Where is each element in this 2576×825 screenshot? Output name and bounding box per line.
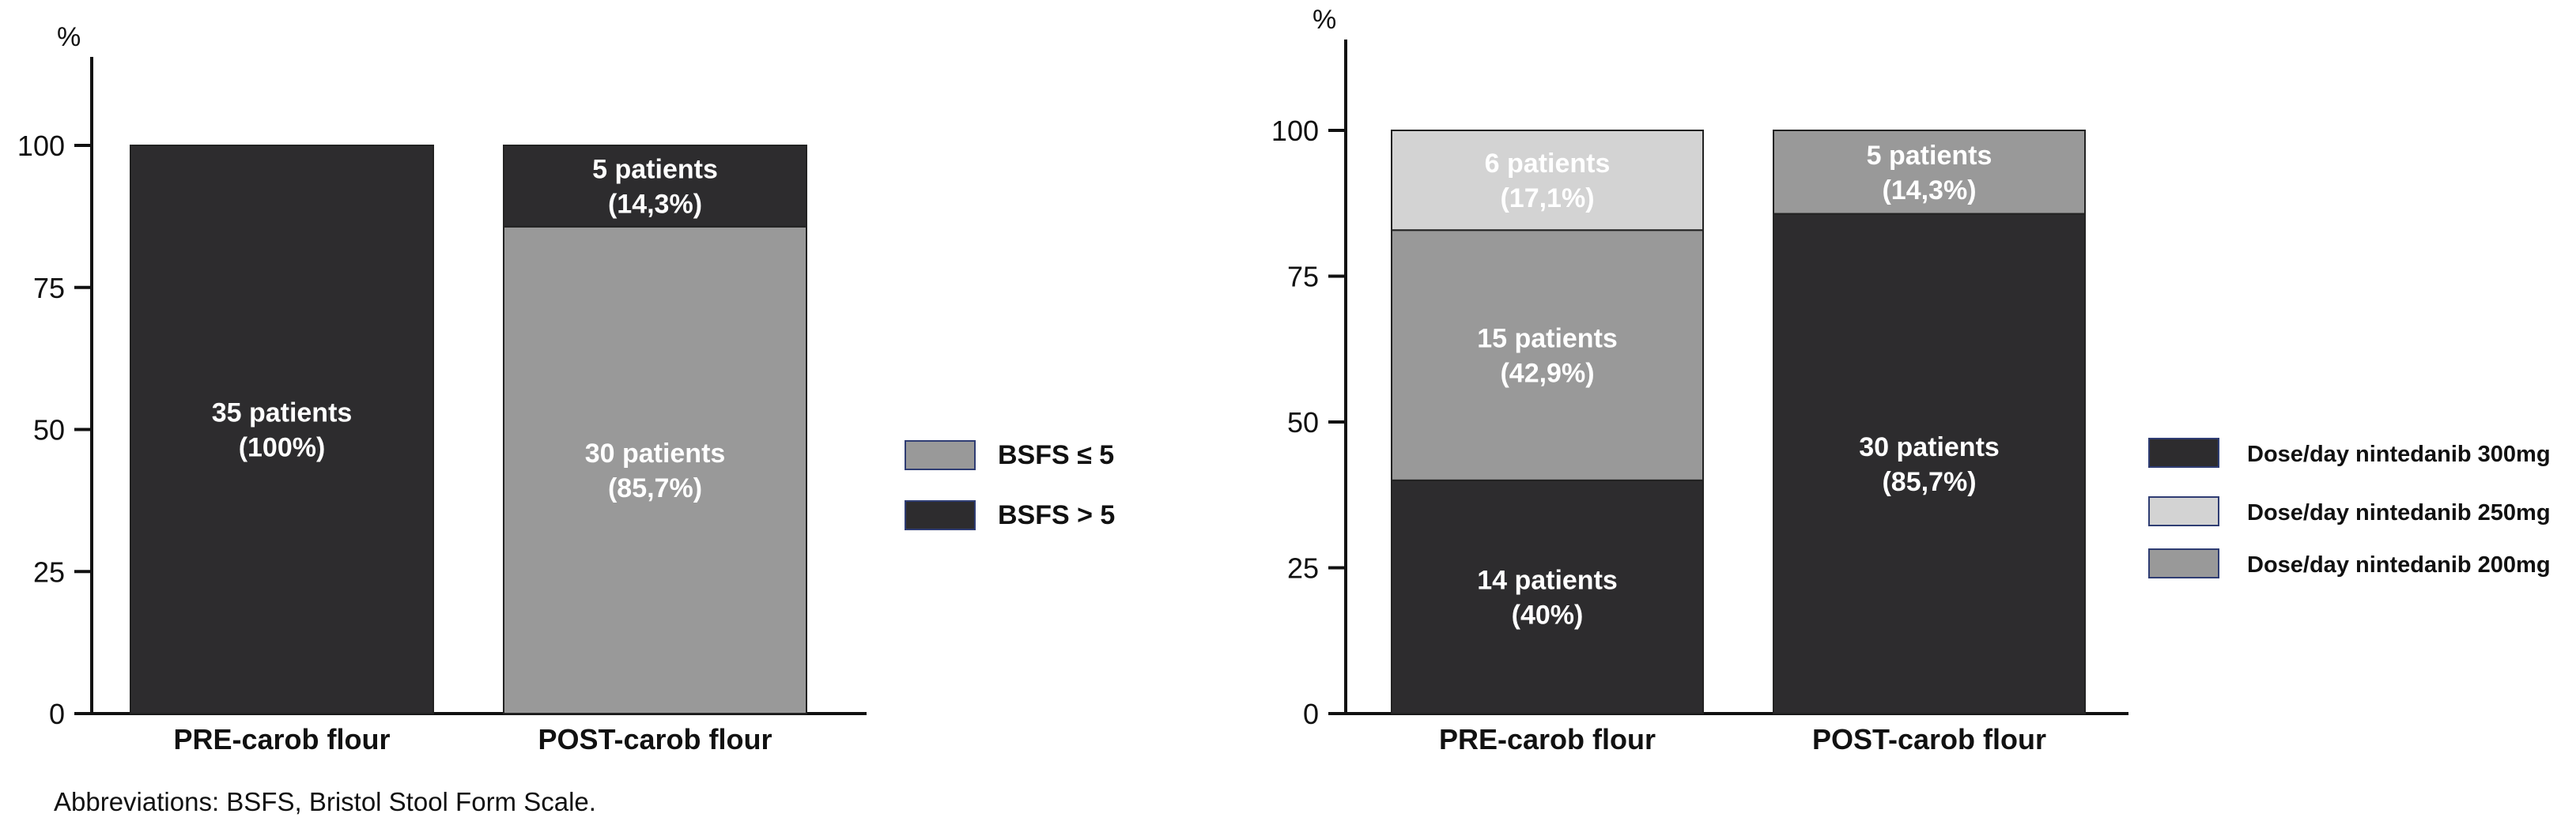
legend-label: BSFS > 5 <box>998 500 1115 530</box>
bar-segment <box>1773 130 2086 215</box>
data-label: 35 patients <box>212 398 353 428</box>
bar-segment <box>1773 213 2086 714</box>
data-label: 30 patients <box>1859 432 2000 462</box>
legend-label: BSFS ≤ 5 <box>998 440 1114 470</box>
data-label: 30 patients <box>585 439 726 469</box>
data-label: (85,7%) <box>1882 467 1976 497</box>
category-label: POST-carob flour <box>1812 723 2046 755</box>
category-label: POST-carob flour <box>538 723 772 755</box>
y-tick-label: 50 <box>1287 406 1319 439</box>
data-label: 14 patients <box>1477 565 1618 595</box>
data-label: (17,1%) <box>1500 183 1594 213</box>
data-label: (40%) <box>1512 600 1584 630</box>
data-label: (14,3%) <box>1882 175 1976 205</box>
y-tick-label: 100 <box>17 130 65 162</box>
bar-segment <box>130 145 434 714</box>
data-label: 6 patients <box>1485 149 1611 179</box>
y-tick-label: 75 <box>33 272 65 304</box>
legend-label: Dose/day nintedanib 200mg <box>2247 552 2551 578</box>
data-label: (42,9%) <box>1500 358 1594 388</box>
y-tick-label: 25 <box>33 556 65 588</box>
legend-swatch <box>905 500 976 530</box>
legend-swatch <box>2148 496 2219 526</box>
data-label: (14,3%) <box>608 189 702 219</box>
data-label: (100%) <box>239 433 326 463</box>
y-tick-label: 0 <box>49 698 65 730</box>
y-unit-label: % <box>1313 5 1336 35</box>
data-label: 15 patients <box>1477 323 1618 353</box>
data-label: 5 patients <box>592 154 718 184</box>
bar-segment <box>1391 130 1704 232</box>
bar-segment <box>503 145 807 228</box>
legend-swatch <box>2148 438 2219 468</box>
legend-swatch <box>2148 548 2219 578</box>
chart-2: % 0 25 50 75 100 14 patients (40%) 30 patients (8… <box>1271 5 2551 755</box>
legend-label: Dose/day nintedanib 250mg <box>2247 500 2551 526</box>
chart-1: % 0 25 50 75 100 30 patients (85,7%) 35 patients… <box>17 22 1115 755</box>
y-tick-label: 50 <box>33 414 65 446</box>
bar-segment <box>1391 229 1704 481</box>
bar-segment <box>503 225 807 714</box>
legend-label: Dose/day nintedanib 300mg <box>2247 442 2551 467</box>
y-unit-label: % <box>57 22 81 52</box>
bar-segment <box>1391 479 1704 714</box>
y-tick-label: 25 <box>1287 552 1319 585</box>
data-label: 5 patients <box>1867 141 1992 171</box>
y-tick-label: 0 <box>1303 698 1319 730</box>
data-label: (85,7%) <box>608 473 702 503</box>
y-tick-label: 75 <box>1287 261 1319 293</box>
category-label: PRE-carob flour <box>1439 723 1656 755</box>
y-tick-label: 100 <box>1271 115 1319 147</box>
legend-swatch <box>905 440 976 470</box>
category-label: PRE-carob flour <box>173 723 390 755</box>
footnote: Abbreviations: BSFS, Bristol Stool Form … <box>54 787 596 816</box>
